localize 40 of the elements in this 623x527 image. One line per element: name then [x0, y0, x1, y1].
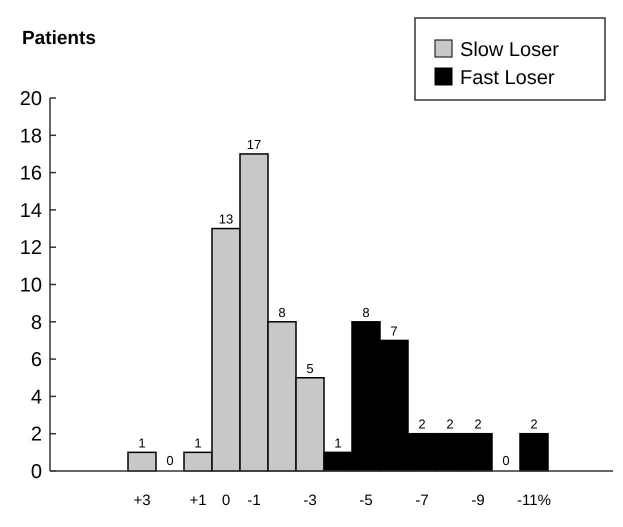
data-label: 13 [218, 212, 234, 227]
data-label: 5 [306, 360, 314, 376]
y-tick-label: 2 [30, 424, 42, 446]
x-tick-label: +3 [133, 492, 151, 509]
data-label: 17 [246, 136, 262, 152]
data-label: 8 [278, 304, 286, 320]
x-tick-label: -3 [303, 492, 317, 509]
y-tick-label: 18 [20, 125, 42, 148]
bar [127, 452, 157, 472]
data-label: 1 [334, 435, 342, 450]
data-label: 2 [418, 416, 426, 432]
y-tick-label: 8 [30, 312, 42, 334]
data-label: 7 [390, 323, 398, 338]
y-tick-label: 6 [30, 349, 42, 372]
legend-label: Fast Loser [460, 67, 555, 89]
y-tick-label: 16 [20, 162, 42, 185]
x-tick-label: -7 [415, 492, 429, 509]
data-label: 0 [502, 453, 510, 468]
y-tick-label: 20 [20, 88, 42, 110]
x-tick-label: +1 [189, 492, 207, 509]
y-axis-title: Patients [22, 28, 96, 49]
bar [519, 432, 549, 472]
x-tick-label: 0 [222, 492, 230, 509]
data-label: 2 [446, 416, 454, 432]
y-tick-label: 14 [20, 200, 42, 222]
x-tick-label: -9 [471, 492, 485, 509]
y-tick-label: 12 [20, 237, 42, 260]
data-label: 1 [194, 435, 202, 450]
data-label: 1 [138, 435, 146, 450]
data-label: 0 [166, 453, 174, 468]
y-tick-label: 4 [30, 386, 42, 408]
x-tick-label: -11% [517, 492, 551, 509]
data-label: 2 [474, 416, 482, 432]
x-tick-label: -1 [247, 492, 261, 509]
data-label: 8 [362, 304, 370, 320]
legend-label: Slow Loser [460, 39, 560, 61]
x-tick-label: -5 [359, 492, 373, 509]
y-tick-label: 10 [20, 274, 42, 296]
data-label: 2 [530, 416, 538, 432]
y-tick-label: 0 [30, 461, 42, 483]
